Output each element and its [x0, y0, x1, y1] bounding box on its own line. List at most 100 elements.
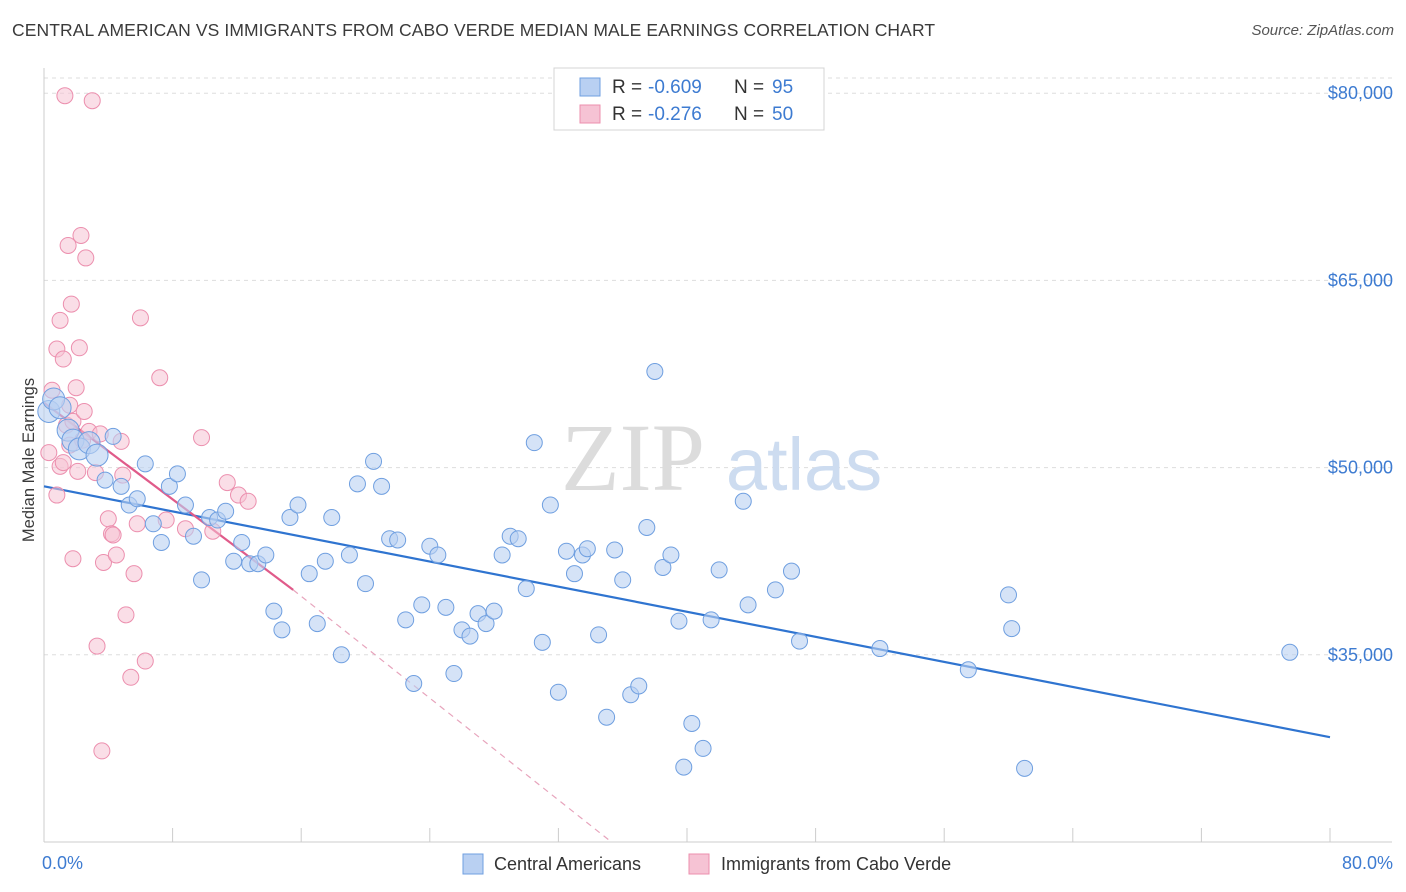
central-american-point [1016, 759, 1034, 777]
central-american-point [445, 665, 463, 683]
legend-label-central-americans: Central Americans [494, 854, 641, 874]
central-american-point [365, 452, 383, 470]
central-american-point [525, 434, 543, 452]
central-american-point [493, 546, 511, 564]
cabo-verde-point [193, 429, 211, 447]
y-tick-label: $80,000 [1328, 83, 1393, 103]
y-tick-label: $65,000 [1328, 270, 1393, 290]
cabo-verde-point [54, 454, 72, 472]
stats-legend-n-value: 50 [772, 104, 793, 125]
cabo-verde-point [94, 553, 112, 571]
central-american-point [104, 427, 122, 445]
cabo-verde-point [128, 515, 146, 533]
central-american-point [176, 496, 194, 514]
central-american-point [533, 633, 551, 651]
central-american-point [654, 558, 672, 576]
cabo-verde-point [70, 339, 88, 357]
central-american-point [348, 475, 366, 493]
central-american-point [782, 562, 800, 580]
cabo-verde-point [64, 550, 82, 568]
central-american-point [638, 519, 656, 537]
cabo-verde-point [122, 668, 140, 686]
cabo-verde-point [104, 526, 122, 544]
y-axis-label: Median Male Earnings [20, 378, 38, 542]
central-american-point [233, 533, 251, 551]
cabo-verde-trend-extension [292, 589, 612, 843]
central-american-point [128, 490, 146, 508]
x-tick-labels: 0.0% 80.0% [42, 853, 1393, 873]
cabo-verde-point [136, 652, 154, 670]
central-american-point [300, 565, 318, 583]
y-tick-label: $35,000 [1328, 645, 1393, 665]
central-american-point [1000, 586, 1017, 604]
data-points [37, 87, 1299, 777]
central-american-trend-line [43, 485, 1331, 739]
central-american-point [413, 596, 431, 614]
cabo-verde-point [93, 742, 111, 760]
axes [43, 68, 1392, 843]
cabo-verde-point [151, 369, 169, 387]
cabo-verde-point [117, 606, 135, 624]
y-tick-label: $50,000 [1328, 458, 1393, 478]
cabo-verde-point [62, 295, 80, 313]
central-american-point [168, 465, 186, 483]
cabo-verde-point [83, 92, 101, 110]
legend-swatch-central-americans [462, 853, 484, 875]
central-american-point [871, 640, 889, 658]
central-american-point [614, 571, 632, 589]
central-american-point [357, 575, 374, 593]
cabo-verde-point [239, 492, 257, 510]
central-american-point [389, 531, 407, 549]
central-american-point [405, 675, 423, 693]
central-american-point [1003, 620, 1021, 638]
cabo-verde-point [40, 444, 58, 462]
central-american-point [485, 602, 503, 620]
central-american-point [683, 714, 701, 732]
source-credit: Source: ZipAtlas.com [1251, 22, 1394, 39]
central-american-point [85, 443, 109, 467]
stats-legend-swatch [579, 104, 601, 124]
cabo-verde-point [75, 402, 93, 420]
cabo-verde-point [51, 311, 69, 329]
cabo-verde-point [72, 226, 90, 244]
x-tick-label-max: 80.0% [1342, 853, 1393, 873]
central-american-point [96, 471, 114, 489]
central-american-point [517, 580, 535, 598]
series-legend: Central Americans Immigrants from Cabo Ve… [462, 853, 951, 875]
central-american-point [565, 565, 583, 583]
central-american-point [429, 546, 447, 564]
central-american-point [739, 596, 757, 614]
central-american-point [289, 496, 307, 514]
cabo-verde-point [56, 87, 74, 105]
central-american-point [670, 612, 688, 630]
central-american-point [160, 477, 178, 495]
cabo-verde-point [218, 474, 236, 492]
central-american-point [606, 541, 624, 559]
cabo-verde-point [107, 546, 125, 564]
central-american-point [766, 581, 784, 599]
central-american-point [397, 611, 415, 629]
central-american-point [257, 546, 275, 564]
central-american-point [112, 477, 130, 495]
central-american-point [557, 542, 575, 560]
stats-legend-n-value: 95 [772, 77, 793, 98]
cabo-verde-point [77, 249, 95, 267]
central-american-point [373, 477, 391, 495]
stats-legend-r-label: R = [612, 77, 642, 98]
stats-legend: R = -0.609 N = 95 R = -0.276 N = 50 [553, 67, 825, 131]
central-american-point [332, 646, 350, 664]
central-american-point [541, 496, 559, 514]
central-american-point [509, 530, 527, 548]
cabo-verde-point [54, 350, 72, 368]
central-american-point [662, 546, 680, 564]
stats-legend-r-label: R = [612, 104, 642, 125]
central-american-point [136, 455, 154, 473]
central-american-point [48, 396, 72, 420]
cabo-verde-point [125, 565, 143, 583]
central-american-point [710, 561, 728, 579]
central-american-point [1281, 643, 1299, 661]
central-american-point [308, 615, 326, 633]
central-american-point [578, 540, 596, 558]
central-american-point [630, 677, 648, 695]
